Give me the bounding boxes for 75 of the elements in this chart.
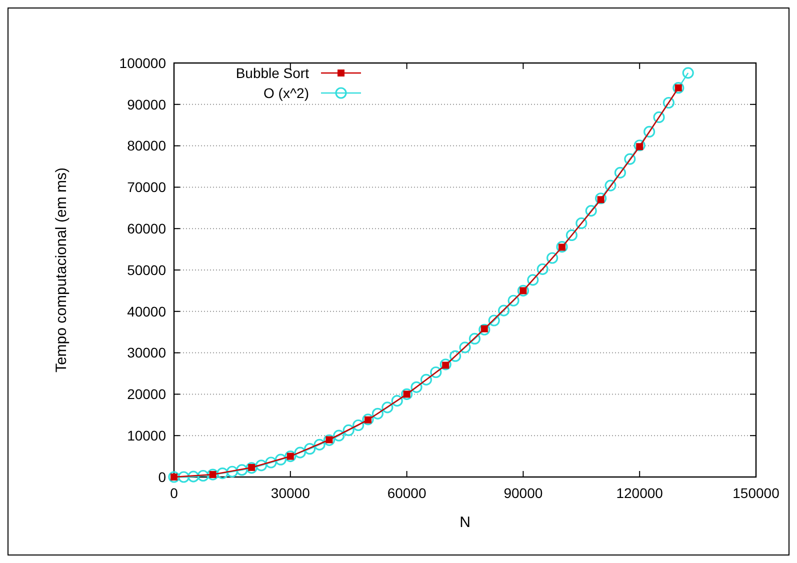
- point: [430, 366, 442, 378]
- point: [556, 241, 568, 253]
- point: [294, 446, 306, 458]
- point: [420, 374, 432, 386]
- point: [604, 180, 616, 192]
- x-tick-label: 0: [170, 485, 178, 501]
- point: [585, 205, 597, 217]
- point: [256, 460, 268, 472]
- legend-label: O (x^2): [264, 84, 309, 101]
- x-axis-title: N: [460, 514, 470, 531]
- point: [644, 126, 656, 138]
- point: [197, 470, 209, 482]
- point: [314, 438, 326, 451]
- point: [468, 332, 480, 345]
- point: [576, 217, 588, 230]
- y-tick-label: 100000: [119, 54, 166, 71]
- point: [662, 96, 674, 109]
- point: [362, 414, 374, 426]
- legend-label: Bubble Sort: [236, 64, 310, 81]
- point: [450, 350, 462, 362]
- point: [498, 304, 510, 316]
- point: [382, 402, 394, 414]
- x-tick-label: 30000: [270, 485, 310, 501]
- point: [352, 419, 364, 432]
- point: [508, 294, 520, 306]
- point: [614, 166, 626, 179]
- y-axis-title: Tempo computacional (em ms): [53, 167, 70, 373]
- point: [333, 430, 345, 442]
- point: [391, 395, 403, 407]
- point: [168, 471, 180, 483]
- point: [236, 464, 248, 476]
- x-tick-label: 120000: [616, 485, 664, 501]
- y-tick-label: 40000: [127, 303, 166, 320]
- point: [478, 324, 490, 336]
- y-tick-label: 10000: [127, 428, 166, 444]
- point: [265, 456, 277, 468]
- point: [672, 82, 684, 94]
- x-tick-label: 150000: [732, 485, 780, 501]
- y-tick-label: 50000: [127, 262, 166, 278]
- point: [488, 314, 500, 326]
- y-tick-label: 60000: [127, 220, 166, 236]
- y-tick-label: 20000: [127, 386, 166, 402]
- y-tick-label: 90000: [127, 96, 166, 112]
- point: [216, 467, 228, 480]
- y-tick-label: 80000: [127, 138, 166, 154]
- point: [323, 434, 335, 446]
- point: [653, 111, 665, 124]
- point: [304, 443, 316, 455]
- point: [207, 468, 219, 480]
- point: [595, 192, 607, 204]
- point: [546, 252, 558, 264]
- point: [274, 454, 286, 466]
- x-tick-label: 90000: [504, 485, 543, 501]
- point: [682, 67, 694, 79]
- point: [624, 153, 636, 165]
- point: [566, 229, 578, 242]
- point: [536, 263, 548, 275]
- point: [401, 388, 413, 400]
- y-tick-label: 30000: [127, 344, 166, 361]
- point: [440, 358, 452, 370]
- y-tick-label: 70000: [127, 179, 166, 196]
- point: [372, 408, 384, 420]
- point: [188, 470, 200, 482]
- x-tick-label: 60000: [387, 485, 426, 501]
- point: [634, 140, 646, 152]
- y-tick-label: 0: [158, 468, 166, 485]
- point: [517, 284, 529, 296]
- point: [410, 381, 422, 393]
- point: [178, 471, 190, 483]
- point: [459, 342, 471, 354]
- point: [226, 466, 238, 478]
- point: [342, 424, 354, 436]
- point: [246, 462, 258, 474]
- point: [527, 274, 539, 286]
- point: [284, 450, 296, 462]
